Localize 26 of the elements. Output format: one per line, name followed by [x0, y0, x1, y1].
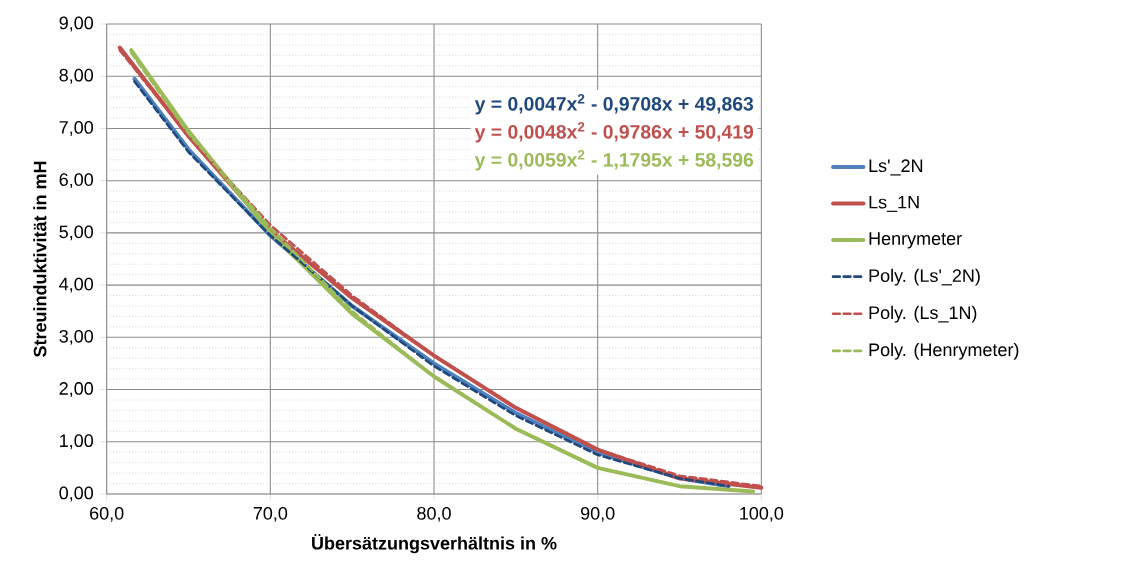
x-tick-label: 90,0: [580, 506, 615, 522]
legend-label: Poly. (Ls'_2N): [869, 268, 980, 286]
y-tick-label: 5,00: [59, 225, 94, 241]
y-tick-label: 1,00: [60, 434, 94, 450]
x-tick-label: 60,0: [90, 506, 124, 522]
y-tick-label: 7,00: [59, 121, 94, 136]
y-tick-label: 2,00: [59, 382, 94, 397]
x-tick-label: 100,0: [740, 506, 784, 522]
y-tick-label: 0,00: [59, 486, 94, 502]
legend-label: Henrymeter: [869, 232, 962, 249]
text: y = 0,0047x$^{2}$ - 0,9708x + 49,863: [474, 94, 754, 115]
text: y = 0,0059x$^{2}$ - 1,1795x + 58,596: [474, 150, 754, 171]
y-tick-label: 8,00: [59, 68, 94, 84]
legend-label: Poly. (Ls_1N): [869, 305, 977, 323]
y-tick-label: 3,00: [59, 329, 94, 345]
legend-label: Ls_1N: [869, 195, 919, 212]
legend-label: Ls'_2N: [869, 159, 923, 176]
x-tick-label: 80,0: [417, 506, 451, 522]
y-axis-title: Streuinduktivität in mH: [33, 161, 47, 357]
y-tick-label: 6,00: [59, 173, 94, 189]
y-tick-label: 4,00: [59, 277, 94, 293]
text: y = 0,0048x$^{2}$ - 0,9786x + 50,419: [474, 122, 754, 143]
legend-label: Poly. (Henrymeter): [869, 342, 1019, 360]
y-tick-label: 9,00: [59, 16, 94, 32]
x-tick-label: 70,0: [253, 506, 288, 522]
x-axis-title: Übersätzungsverhältnis in %: [312, 534, 557, 554]
